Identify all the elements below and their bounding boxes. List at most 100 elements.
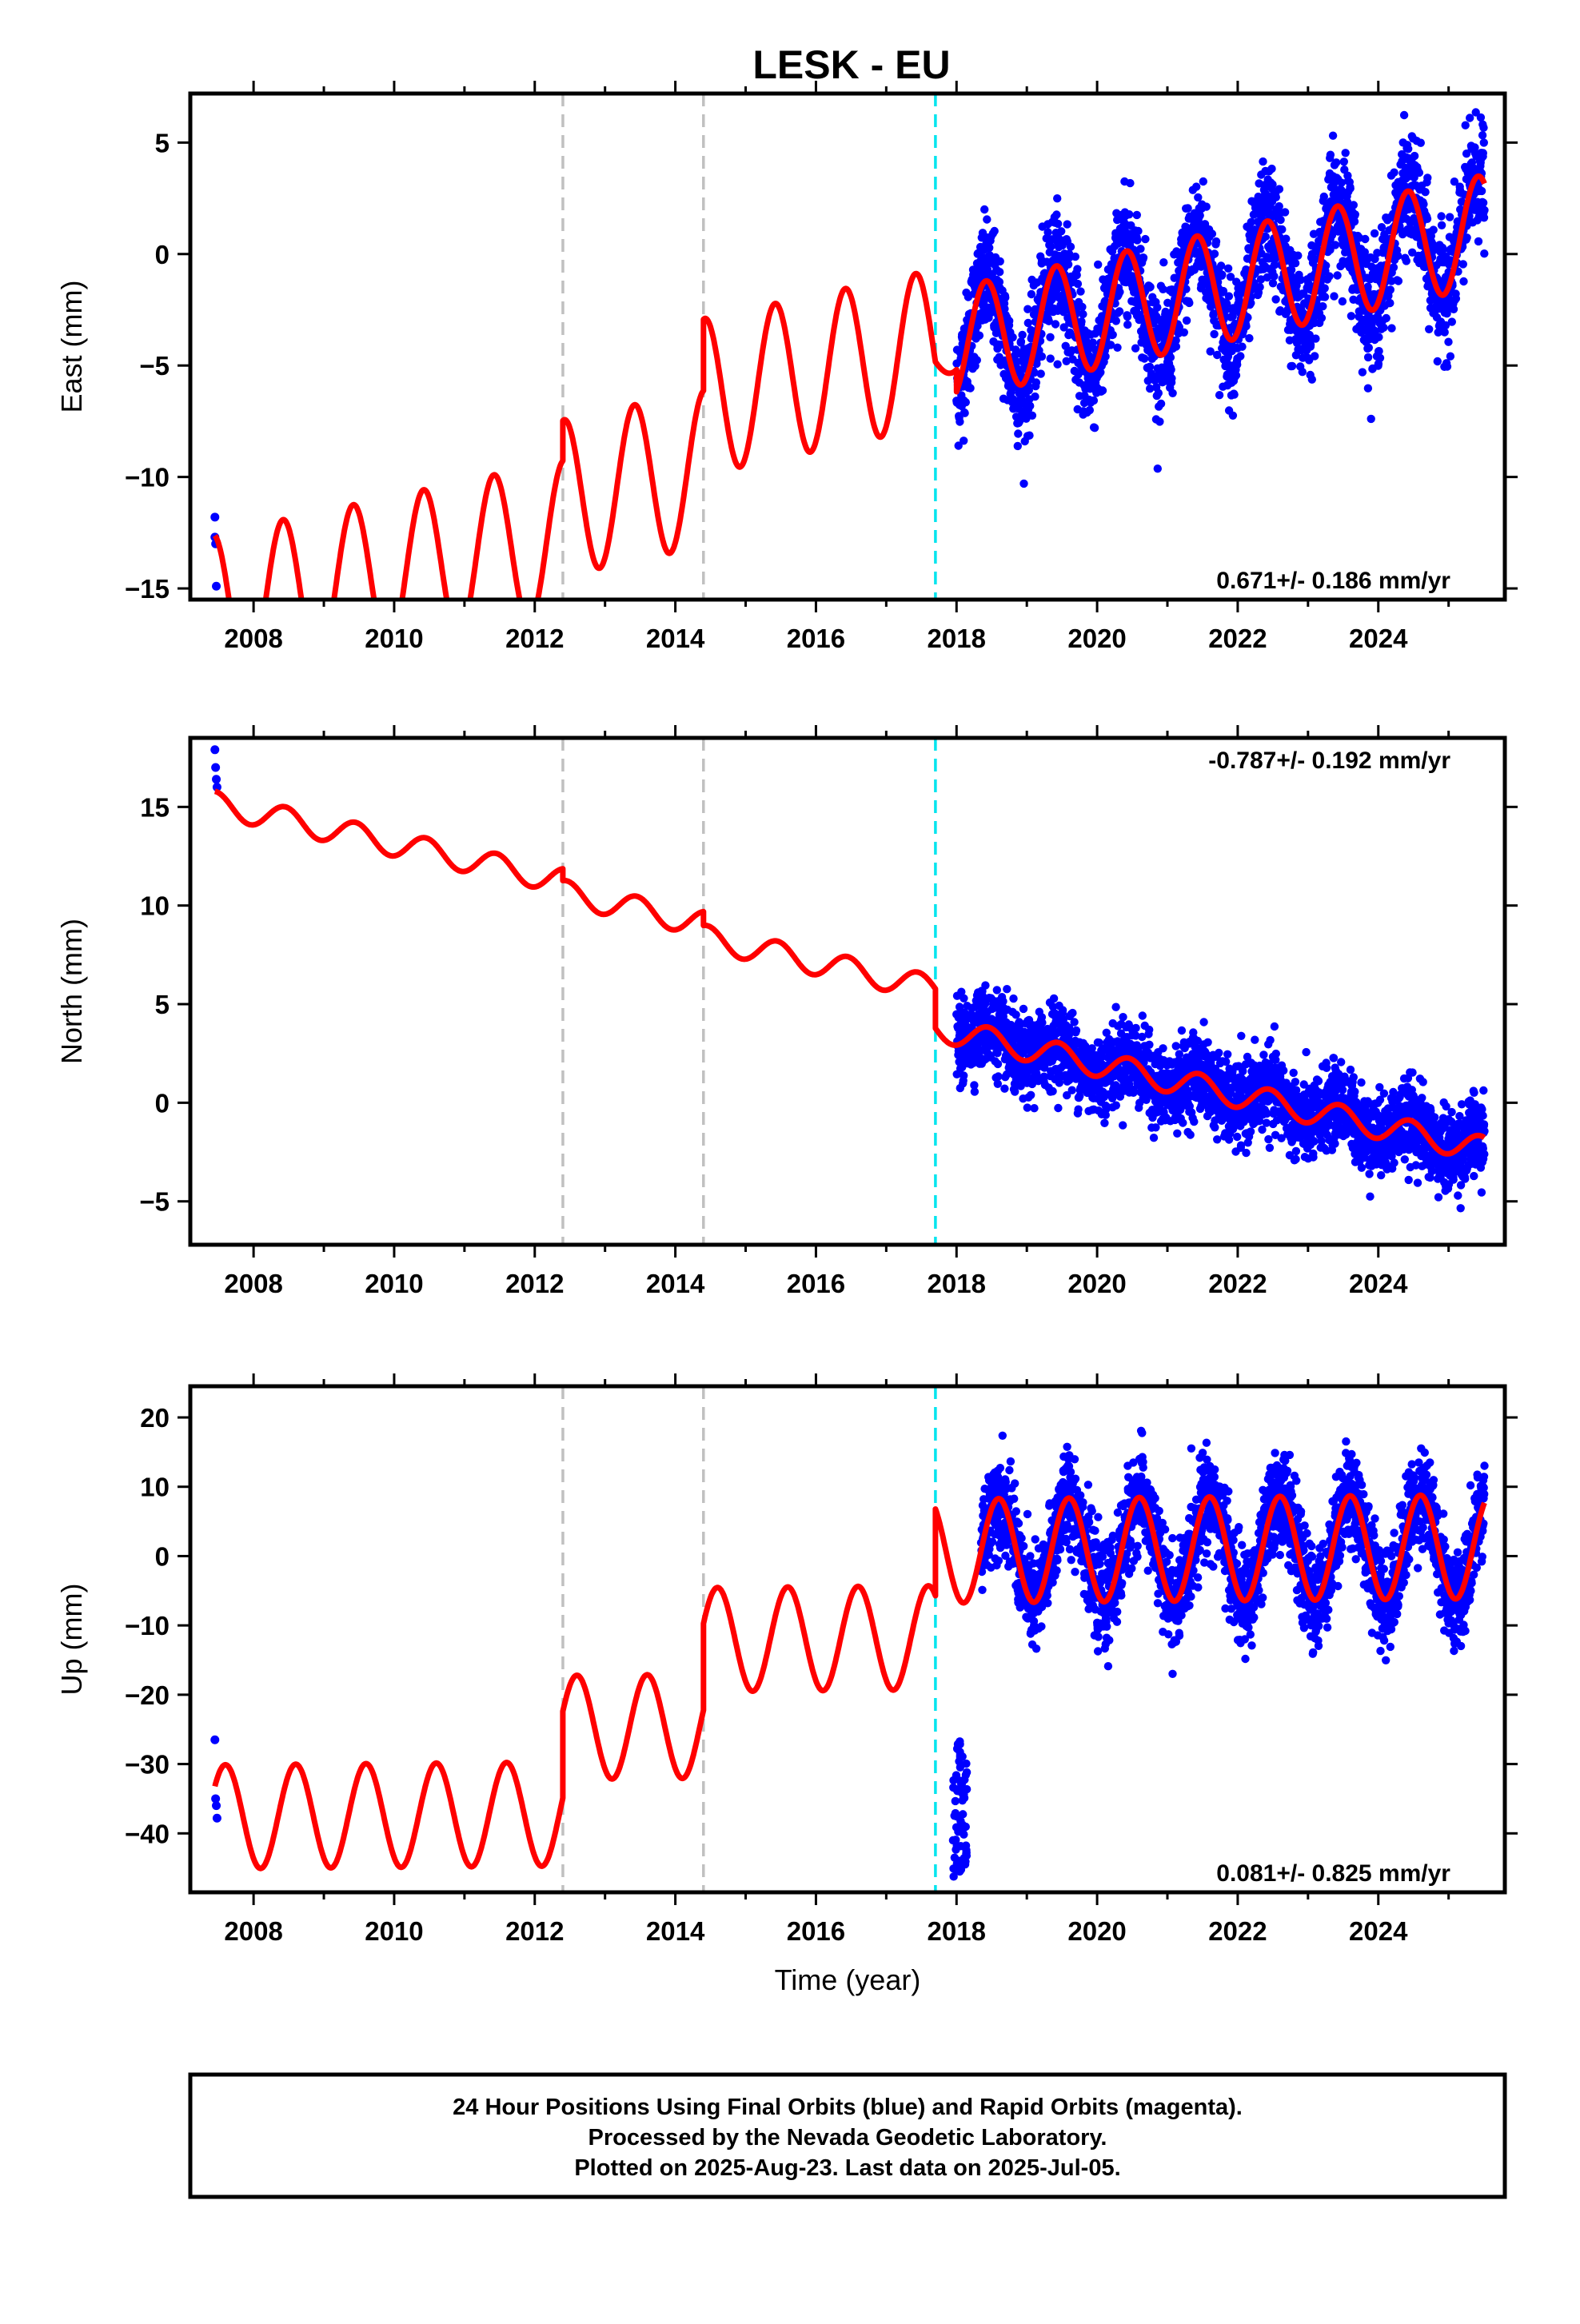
data-point-1234 (1190, 1118, 1198, 1126)
data-point-197 (991, 227, 999, 235)
data-point-318 (1014, 442, 1022, 450)
data-point-2739 (1479, 124, 1487, 132)
data-point-438 (1037, 369, 1045, 377)
data-point-2293 (1394, 252, 1402, 260)
data-point-2712 (1474, 237, 1482, 245)
data-point-475 (1043, 228, 1051, 236)
data-point-1443 (1230, 390, 1238, 398)
data-point-320 (1014, 429, 1022, 437)
data-point-1881 (1315, 1077, 1323, 1085)
data-point-2145 (1365, 1170, 1373, 1178)
early-point-3 (212, 582, 221, 591)
data-point-1644 (1269, 279, 1277, 287)
data-point-1073 (1159, 1044, 1167, 1052)
data-point-342 (1018, 331, 1026, 339)
data-point-2743 (1480, 206, 1488, 214)
data-point-1349 (1212, 237, 1220, 245)
data-point-2733 (1478, 131, 1486, 139)
data-point-292 (1008, 333, 1016, 341)
y-tick-label: −10 (125, 463, 170, 492)
data-point-829 (1112, 1102, 1120, 1110)
data-point-119 (976, 332, 984, 340)
x-tick-label: 2012 (505, 624, 564, 653)
data-point-2047 (1347, 1066, 1355, 1074)
data-point-1408 (1223, 1050, 1231, 1058)
data-point-1182 (1180, 329, 1188, 337)
y-tick-label: −5 (139, 351, 170, 381)
data-point-2109 (1359, 368, 1367, 376)
data-point-1968 (1331, 241, 1339, 249)
data-point-1691 (1278, 225, 1286, 233)
data-point-1923 (1323, 1064, 1331, 1072)
data-point-848 (1115, 288, 1123, 296)
data-point-718 (1091, 424, 1099, 432)
data-point-2447 (1423, 173, 1431, 181)
data-point-2219 (1379, 324, 1387, 332)
data-point-2123 (1361, 235, 1369, 243)
data-point-1505 (1242, 1149, 1250, 1157)
data-point-404 (1030, 1104, 1038, 1112)
data-point-2652 (1462, 233, 1470, 241)
data-point-2499 (1434, 357, 1442, 365)
data-point-38 (960, 995, 968, 1003)
data-point-250 (1000, 1085, 1008, 1093)
data-point-836 (1113, 344, 1121, 352)
data-point-847 (1115, 307, 1123, 315)
data-point-487 (1046, 333, 1054, 341)
data-point-1650 (1270, 272, 1278, 280)
data-point-2740 (1480, 138, 1488, 146)
data-point-2595 (1452, 294, 1460, 302)
data-point-645 (1076, 287, 1084, 295)
data-point-2209 (1378, 223, 1386, 231)
data-point-1255 (1194, 193, 1202, 201)
data-point-1209 (1185, 299, 1193, 307)
x-tick-label: 2018 (928, 624, 986, 653)
data-point-1170 (1178, 1026, 1186, 1034)
data-point-2021 (1342, 149, 1350, 157)
data-point-17 (956, 417, 964, 425)
data-point-812 (1109, 331, 1117, 339)
x-tick-label: 2010 (365, 624, 423, 653)
data-point-520 (1052, 210, 1060, 218)
data-point-2566 (1446, 353, 1454, 361)
data-point-2069 (1351, 1087, 1359, 1095)
data-point-653 (1078, 303, 1086, 311)
data-point-1797 (1299, 368, 1307, 376)
data-point-2632 (1459, 260, 1467, 268)
data-point-552 (1059, 1006, 1067, 1014)
data-point-72 (966, 384, 974, 392)
data-point-350 (1019, 480, 1027, 488)
y-tick-label: −15 (125, 574, 170, 604)
data-point-981 (1141, 235, 1149, 243)
data-point-1339 (1210, 330, 1218, 338)
data-point-2063 (1350, 201, 1358, 209)
data-point-1652 (1271, 1022, 1279, 1030)
data-point-1699 (1279, 1066, 1287, 1074)
data-point-1761 (1291, 259, 1299, 267)
data-point-944 (1134, 227, 1142, 235)
data-point-1998 (1337, 1058, 1345, 1066)
data-point-1375 (1217, 261, 1225, 269)
data-point-897 (1125, 210, 1133, 218)
data-point-1684 (1276, 216, 1284, 224)
data-point-1744 (1288, 362, 1296, 370)
data-point-253 (1001, 293, 1009, 301)
data-point-1760 (1291, 1078, 1299, 1086)
data-point-1265 (1196, 211, 1204, 219)
data-point-633 (1074, 1106, 1082, 1114)
data-point-348 (1019, 1005, 1027, 1013)
data-point-1973 (1332, 158, 1340, 166)
data-point-2103 (1357, 1078, 1365, 1086)
data-point-976 (1140, 354, 1148, 362)
data-point-1056 (1155, 417, 1163, 425)
data-point-2478 (1430, 225, 1438, 233)
data-point-2556 (1444, 338, 1452, 346)
data-point-1412 (1224, 265, 1232, 273)
data-point-94 (971, 1087, 979, 1095)
data-point-1866 (1311, 334, 1319, 342)
data-point-603 (1068, 1009, 1076, 1017)
data-point-544 (1057, 227, 1065, 235)
data-point-1484 (1238, 343, 1246, 351)
data-point-769 (1100, 1119, 1108, 1127)
data-point-1202 (1183, 204, 1191, 212)
